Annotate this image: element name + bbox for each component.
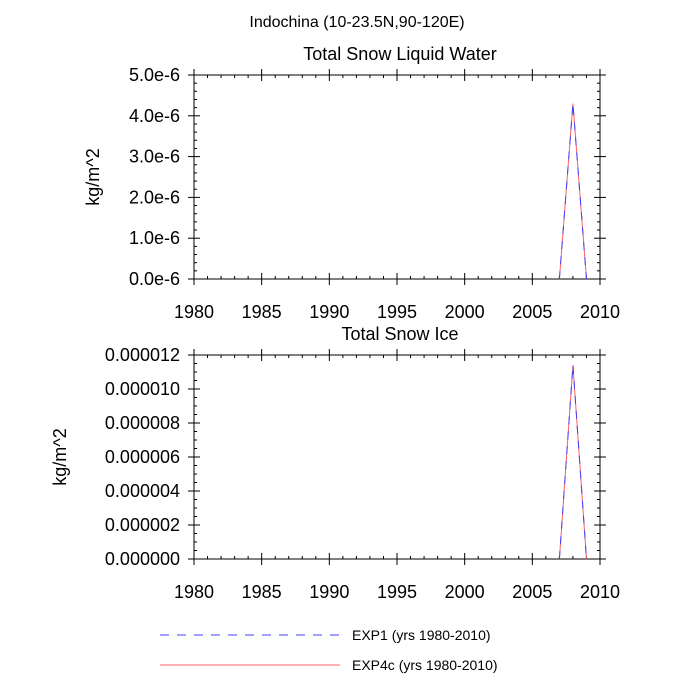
x-tick-label: 1980	[174, 582, 214, 602]
y-tick-label: 0.000002	[105, 515, 180, 535]
y-tick-label: 0.0e-6	[129, 269, 180, 289]
y-tick-label: 2.0e-6	[129, 187, 180, 207]
x-tick-label: 1995	[377, 302, 417, 322]
y-tick-label: 0.000004	[105, 481, 180, 501]
series-line-exp4c	[558, 365, 587, 560]
y-axis-label: kg/m^2	[50, 428, 70, 485]
figure-title: Indochina (10-23.5N,90-120E)	[249, 14, 464, 31]
x-tick-label: 2000	[445, 302, 485, 322]
x-tick-label: 2010	[580, 302, 620, 322]
x-tick-label: 2005	[512, 582, 552, 602]
chart-title: Total Snow Liquid Water	[303, 44, 496, 64]
x-tick-label: 1985	[242, 302, 282, 322]
chart-title: Total Snow Ice	[341, 324, 458, 344]
x-tick-label: 1985	[242, 582, 282, 602]
panel-snow-liquid-water: Total Snow Liquid Water kg/m^2 1980 1985 199…	[83, 44, 620, 322]
x-tick-label: 2005	[512, 302, 552, 322]
x-tick-label: 2010	[580, 582, 620, 602]
x-tick-label: 1980	[174, 302, 214, 322]
legend: EXP1 (yrs 1980-2010) EXP4c (yrs 1980-201…	[160, 627, 498, 673]
y-tick-label: 1.0e-6	[129, 228, 180, 248]
y-tick-label: 5.0e-6	[129, 65, 180, 85]
legend-label-exp1: EXP1 (yrs 1980-2010)	[352, 627, 491, 643]
legend-label-exp4c: EXP4c (yrs 1980-2010)	[352, 657, 498, 673]
y-tick-label: 0.000008	[105, 413, 180, 433]
plot-frame	[193, 354, 601, 560]
y-tick-label: 0.000000	[105, 549, 180, 569]
x-tick-label: 1995	[377, 582, 417, 602]
series-line-exp4c	[558, 103, 587, 280]
plot-frame	[193, 74, 601, 280]
panel-snow-ice: Total Snow Ice kg/m^2 1980 1985 1990 1995 2000…	[50, 324, 620, 602]
y-tick-label: 0.000010	[105, 379, 180, 399]
y-tick-label: 3.0e-6	[129, 147, 180, 167]
y-tick-label: 4.0e-6	[129, 106, 180, 126]
y-tick-label: 0.000006	[105, 447, 180, 467]
x-tick-label: 1990	[309, 302, 349, 322]
y-tick-label: 0.000012	[105, 345, 180, 365]
series-line-exp1	[558, 365, 587, 560]
x-tick-label: 2000	[445, 582, 485, 602]
x-tick-label: 1990	[309, 582, 349, 602]
series-line-exp1	[558, 103, 587, 280]
y-axis-label: kg/m^2	[83, 148, 103, 205]
